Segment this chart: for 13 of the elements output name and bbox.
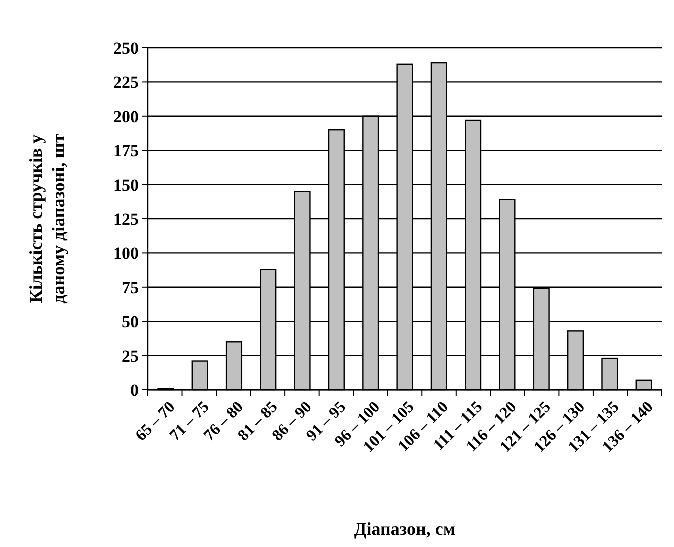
y-tick-label: 225 [114,73,139,92]
y-tick-label: 175 [114,142,139,161]
y-tick-label: 0 [130,380,139,400]
y-tick-label: 25 [122,346,139,366]
y-tick-label: 250 [114,38,139,58]
y-tick-label: 50 [122,312,139,332]
y-tick-label: 100 [114,244,139,264]
y-tick-label: 75 [122,278,139,298]
y-axis-title: Кількість стручків у даному діапазоні, шт [26,134,69,304]
y-tick-label: 150 [114,176,139,195]
y-tick-label: 200 [114,107,139,126]
y-tick-label: 125 [114,210,139,229]
x-axis-title: Діапазон, см [354,519,456,539]
